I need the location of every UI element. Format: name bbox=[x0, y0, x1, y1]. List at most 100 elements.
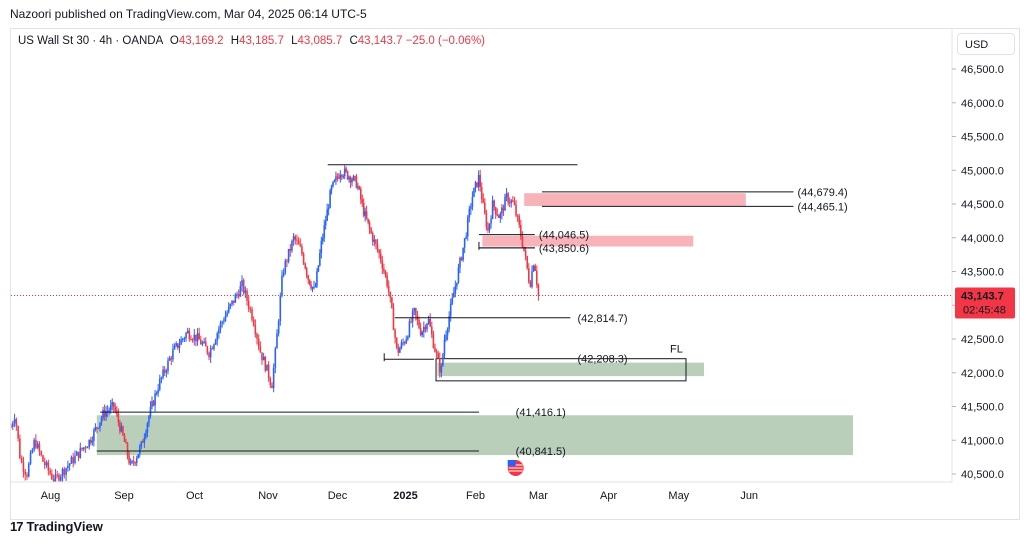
candle-body bbox=[421, 331, 424, 336]
candle-body bbox=[229, 303, 232, 307]
candle-body bbox=[512, 200, 514, 202]
x-tick-label: Feb bbox=[466, 490, 485, 502]
candle-body bbox=[358, 186, 361, 189]
candle-body bbox=[254, 325, 257, 334]
candle-body bbox=[201, 342, 204, 345]
candle-body bbox=[88, 439, 90, 448]
candle-body bbox=[186, 330, 189, 334]
candle-body bbox=[346, 171, 349, 180]
candle-body bbox=[384, 271, 387, 276]
candle-body bbox=[175, 343, 177, 346]
candle-body bbox=[24, 471, 27, 475]
candle-body bbox=[59, 476, 62, 481]
candle-body bbox=[271, 385, 273, 389]
candle-body bbox=[443, 339, 446, 355]
candle-body bbox=[180, 339, 182, 345]
candle-body bbox=[362, 202, 365, 216]
candle-body bbox=[282, 272, 285, 276]
candle-body bbox=[247, 300, 250, 309]
candle-body bbox=[343, 168, 346, 177]
candle-body bbox=[364, 211, 366, 216]
candle-body bbox=[131, 461, 133, 463]
candle-body bbox=[149, 406, 152, 417]
candle-body bbox=[256, 333, 258, 339]
chart-frame bbox=[10, 28, 1020, 520]
candle-body bbox=[15, 419, 18, 427]
publisher-caption: Nazoori published on TradingView.com, Ma… bbox=[10, 7, 367, 21]
candle-body bbox=[292, 236, 295, 241]
x-tick-label: Nov bbox=[258, 490, 278, 502]
candle-body bbox=[195, 334, 197, 342]
candle-body bbox=[216, 333, 219, 341]
candle-body bbox=[206, 346, 209, 354]
candle-body bbox=[537, 284, 540, 295]
candle-body bbox=[470, 206, 472, 209]
candle-body bbox=[462, 247, 464, 260]
close-key: C bbox=[349, 35, 358, 47]
x-tick-label: May bbox=[668, 490, 689, 502]
candle-body bbox=[524, 250, 527, 257]
candle-body bbox=[476, 182, 478, 187]
candle-body bbox=[423, 326, 425, 332]
fl-label: FL bbox=[670, 344, 683, 356]
candle-body bbox=[96, 427, 98, 429]
candle-body bbox=[505, 193, 508, 197]
candle-body bbox=[526, 256, 529, 269]
candle-body bbox=[27, 463, 30, 477]
candle-body bbox=[305, 268, 308, 276]
candle-body bbox=[36, 443, 39, 448]
candle-body bbox=[499, 213, 502, 219]
candle-body bbox=[357, 186, 359, 188]
level-label: (41,416.1) bbox=[516, 407, 566, 419]
candle-body bbox=[513, 201, 516, 205]
candle-body bbox=[68, 463, 71, 466]
candle-body bbox=[386, 275, 388, 287]
candle-body bbox=[267, 364, 270, 379]
candle-body bbox=[103, 409, 106, 417]
candle-body bbox=[459, 257, 461, 268]
close-value: 43,143.7 bbox=[357, 35, 403, 47]
candle-body bbox=[111, 402, 114, 406]
candle-body bbox=[102, 409, 104, 419]
candle-body bbox=[348, 177, 350, 180]
candle-body bbox=[520, 224, 522, 237]
candle-body bbox=[471, 196, 474, 207]
candle-body bbox=[218, 328, 220, 334]
candle-body bbox=[451, 297, 454, 304]
candle-body bbox=[329, 190, 331, 208]
candle-body bbox=[157, 389, 159, 394]
fl-box bbox=[435, 358, 687, 382]
y-tick-label: 41,500.0 bbox=[961, 402, 1004, 414]
candle-body bbox=[19, 438, 21, 459]
price-tag bbox=[955, 287, 1015, 319]
candle-body bbox=[457, 267, 460, 283]
x-tick-label: Aug bbox=[41, 490, 61, 502]
candle-body bbox=[474, 182, 477, 188]
candle-body bbox=[529, 282, 532, 287]
candle-body bbox=[296, 239, 298, 241]
currency-button[interactable]: USD bbox=[957, 33, 1015, 55]
candle-body bbox=[93, 429, 95, 441]
candle-body bbox=[42, 455, 44, 462]
candle-body bbox=[367, 218, 369, 223]
candle-body bbox=[289, 248, 292, 251]
candle-body bbox=[86, 447, 89, 449]
candle-body bbox=[52, 479, 55, 482]
candle-body bbox=[109, 405, 112, 411]
candle-body bbox=[193, 334, 196, 341]
candle-body bbox=[521, 236, 524, 247]
red-zone bbox=[524, 193, 746, 207]
candles bbox=[11, 165, 540, 482]
candle-body bbox=[99, 422, 101, 428]
candle-body bbox=[532, 265, 535, 272]
candle-body bbox=[488, 223, 491, 231]
candle-body bbox=[333, 180, 336, 182]
candle-body bbox=[415, 308, 417, 316]
candle-body bbox=[402, 342, 404, 344]
candle-body bbox=[188, 330, 191, 339]
y-tick-label: 46,500.0 bbox=[961, 64, 1004, 76]
candle-body bbox=[368, 222, 371, 229]
candle-body bbox=[128, 455, 130, 464]
candle-body bbox=[160, 377, 163, 380]
